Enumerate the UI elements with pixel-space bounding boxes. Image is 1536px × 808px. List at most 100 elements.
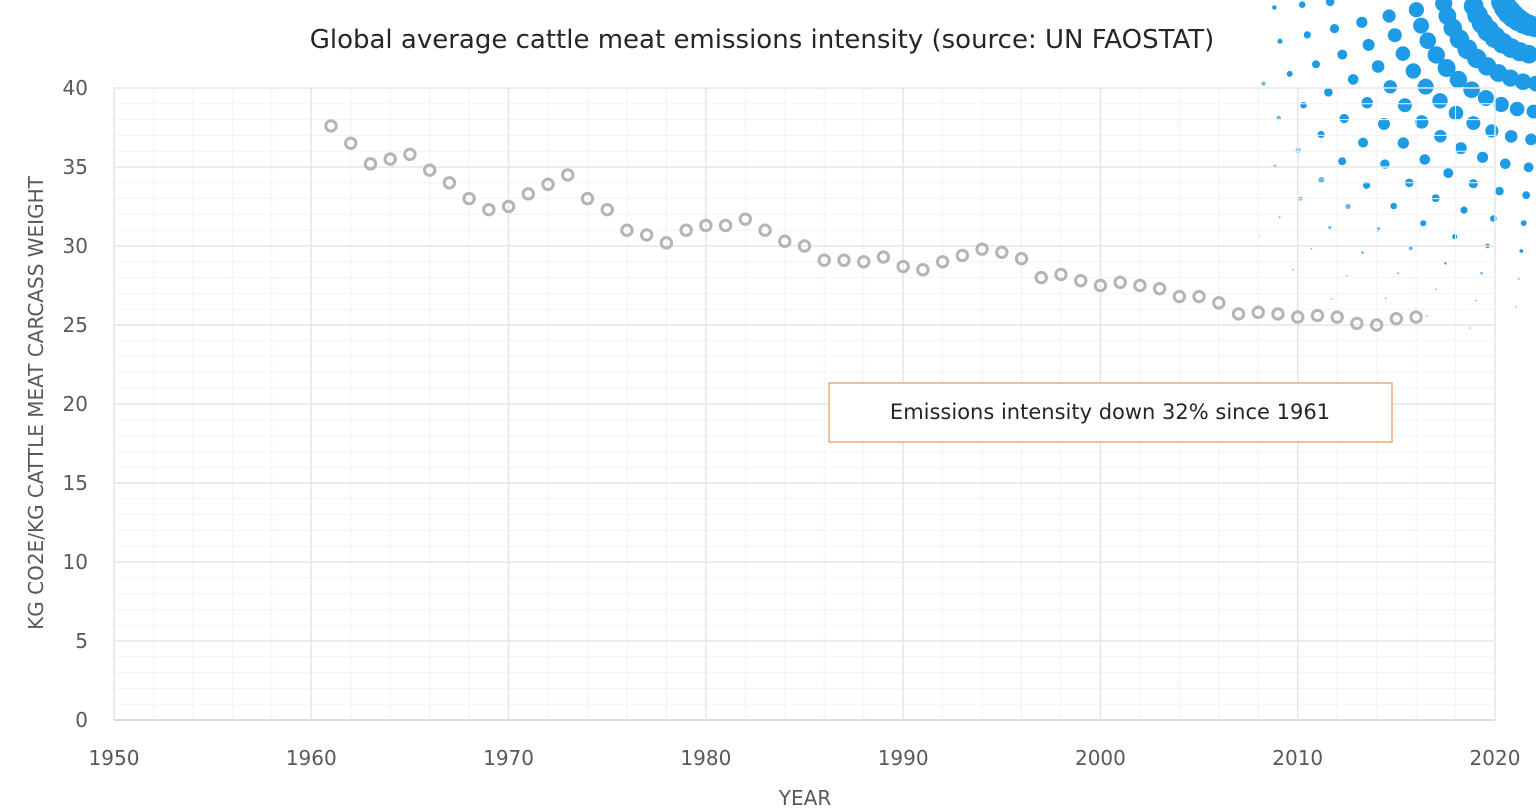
data-point [1310,308,1325,323]
data-point [1192,289,1206,304]
annotation-box [828,382,1393,443]
decorative-dot [1509,101,1525,117]
y-tick-label: 40 [63,76,88,100]
decorative-dot [1303,31,1311,39]
decorative-dot [1361,97,1373,109]
data-point [975,242,989,256]
decorative-dot [1408,2,1424,18]
decorative-dot [1519,249,1524,253]
decorative-dot [1417,78,1434,95]
data-points [324,119,1423,332]
decorative-dot [1463,81,1480,98]
data-point [462,191,476,206]
decorative-dot [1395,46,1411,61]
data-point [580,191,595,206]
data-point [344,136,358,151]
data-point [442,176,457,190]
decorative-dot [1345,203,1351,209]
x-tick-label: 1960 [286,746,337,770]
data-point [1251,305,1265,320]
decorative-dot [1520,220,1527,227]
decorative-dot [1261,81,1266,86]
data-point [1034,270,1048,285]
data-point [521,187,535,201]
decorative-dot [1318,177,1325,183]
data-point [699,218,713,233]
x-tick-label: 1980 [680,746,731,770]
decorative-dot [1419,154,1431,165]
decorative-dot [1469,327,1471,329]
data-point [916,263,930,277]
data-point [1093,278,1108,293]
data-point [758,223,772,237]
decorative-dot [1324,88,1333,97]
decorative-dot [1491,0,1514,14]
data-point [659,236,674,250]
data-point [1409,310,1423,324]
data-point [1369,318,1384,332]
decorative-dot [1420,220,1427,227]
data-point [383,152,397,166]
decorative-dot [1408,246,1413,251]
decorative-dot [1338,157,1347,166]
y-tick-label: 5 [75,629,88,653]
annotation-text: Emissions intensity down 32% since 1961 [890,400,1330,424]
x-tick-label: 1950 [89,746,140,770]
decorative-dot [1347,74,1359,85]
decorative-dot [1500,158,1511,170]
decorative-dot [1525,133,1536,146]
data-point [718,218,733,233]
x-tick-label: 2000 [1075,746,1126,770]
data-point [955,248,970,263]
decorative-dot [1518,278,1520,280]
decorative-dot [1495,186,1504,196]
decorative-dot [1435,0,1453,12]
decorative-dot [1405,63,1422,79]
data-point [797,239,812,253]
x-tick-label: 1990 [878,746,929,770]
gridlines [113,87,1496,721]
decorative-dot [1390,202,1397,210]
decorative-dot [1298,1,1306,9]
x-tick-label: 1970 [483,746,534,770]
data-point [1152,281,1167,296]
decorative-dot [1363,181,1371,189]
data-point [324,119,338,133]
decorative-dot [1310,247,1313,250]
x-axis-tick-labels: 1950 1960 1970 1980 1990 2000 2010 2020 [89,746,1521,770]
decorative-dot [1477,90,1494,106]
decorative-dot [1277,38,1283,44]
data-point [363,157,378,171]
decorative-dot [1460,206,1468,214]
decorative-dot [1435,288,1437,291]
decorative-dot [1523,162,1534,173]
decorative-dot [1387,28,1402,43]
decorative-dot [1361,251,1364,254]
decorative-dot [1286,70,1293,77]
decorative-dot [1278,216,1281,219]
decorative-halftone-dots [1257,0,1536,329]
decorative-dot [1432,93,1448,109]
decorative-dot [1454,142,1467,155]
data-point [1350,316,1364,331]
y-tick-label: 25 [63,313,88,337]
decorative-dot [1397,272,1400,275]
data-point [1133,278,1147,293]
y-tick-label: 15 [63,471,88,495]
decorative-dot [1477,151,1489,163]
data-point [995,245,1009,260]
decorative-dot [1504,130,1518,143]
decorative-dot [1330,298,1333,300]
decorative-dot [1466,116,1481,131]
y-axis-title: KG CO2E/KG CATTLE MEAT CARCASS WEIGHT [24,175,48,629]
data-point [561,168,575,182]
decorative-dot [1413,17,1430,34]
decorative-dot [1325,0,1335,7]
decorative-dot [1312,60,1320,69]
y-tick-label: 35 [63,155,88,179]
y-tick-label: 20 [63,392,88,416]
decorative-dot [1292,269,1294,271]
decorative-dot [1397,98,1412,113]
decorative-dot [1434,129,1447,143]
data-point [837,253,851,267]
